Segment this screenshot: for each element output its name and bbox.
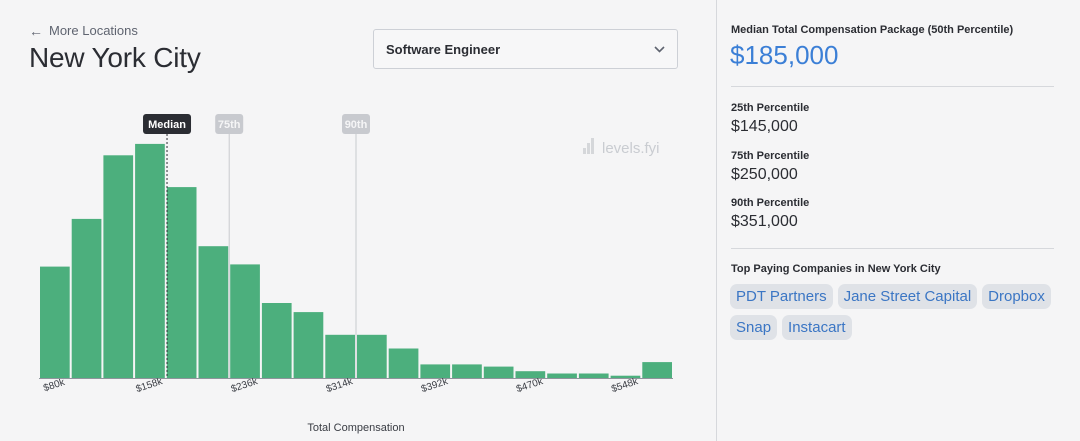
percentile-75-value: $250,000	[731, 166, 798, 183]
median-label: Median Total Compensation Package (50th …	[731, 24, 1014, 36]
histogram-bar	[452, 364, 482, 378]
percentile-25-value: $145,000	[731, 118, 798, 135]
marker-label: 90th	[345, 119, 368, 131]
histogram-bar	[388, 348, 419, 378]
marker-label: Median	[148, 119, 186, 131]
histogram-bar	[135, 143, 165, 378]
histogram-bar	[103, 155, 134, 378]
page-title: New York City	[29, 42, 201, 73]
median-value: $185,000	[730, 40, 839, 70]
histogram-bar	[483, 366, 514, 378]
percentile-90-value: $351,000	[731, 213, 798, 230]
histogram-svg: levels.fyi Median 75th 90th $80k $158k $236k…	[39, 114, 673, 434]
histogram-bar	[198, 246, 229, 378]
x-tick-label: $80k	[42, 377, 67, 394]
histogram-bar	[642, 362, 672, 378]
histogram-bar	[610, 375, 641, 378]
role-select[interactable]: Software Engineer	[373, 29, 678, 69]
histogram-bar	[261, 303, 292, 378]
histogram-bar	[40, 266, 70, 378]
company-chip-instacart[interactable]: Instacart	[782, 315, 852, 340]
histogram-bar	[515, 371, 546, 378]
company-chip-snap[interactable]: Snap	[730, 315, 778, 340]
x-axis-label: Total Compensation	[307, 422, 404, 434]
histogram-bar	[230, 264, 260, 378]
compensation-histogram: levels.fyi Median 75th 90th $80k $158k $236k…	[39, 114, 673, 434]
marker-label-box	[143, 114, 192, 134]
histogram-bar	[578, 373, 609, 378]
histogram-bar	[293, 312, 324, 378]
company-chip-pdt-partners[interactable]: PDT Partners	[730, 284, 833, 309]
levels-fyi-watermark: levels.fyi	[583, 138, 660, 157]
marker-label-box	[342, 114, 370, 134]
role-select-value: Software Engineer	[386, 41, 501, 57]
histogram-bar	[71, 218, 102, 378]
histogram-bar	[166, 187, 197, 378]
divider	[731, 86, 1054, 87]
marker-label-box	[215, 114, 244, 134]
more-locations-label: More Locations	[49, 23, 138, 38]
histogram-bar	[357, 334, 387, 378]
histogram-bar	[547, 373, 577, 378]
percentile-90-label: 90th Percentile	[731, 197, 810, 209]
arrow-left-icon: ←	[29, 22, 43, 39]
percentile-25-label: 25th Percentile	[731, 102, 810, 114]
histogram-bar	[420, 364, 451, 378]
top-companies-label: Top Paying Companies in New York City	[731, 263, 941, 275]
percentile-75-label: 75th Percentile	[731, 150, 810, 162]
company-chip-jane-street-capital[interactable]: Jane Street Capital	[837, 284, 978, 309]
percentile-marker-median: Median	[143, 114, 192, 378]
divider	[731, 248, 1054, 249]
top-companies-list: PDT Partners Jane Street Capital Dropbox…	[730, 284, 1060, 340]
percentile-marker-75th: 75th	[215, 114, 244, 378]
company-chip-dropbox[interactable]: Dropbox	[982, 284, 1051, 309]
chevron-down-icon	[653, 43, 665, 55]
percentile-marker-90th: 90th	[342, 114, 370, 378]
marker-label: 75th	[218, 119, 241, 131]
more-locations-link[interactable]: ← More Locations	[29, 23, 138, 38]
levels-fyi-logo-icon	[583, 138, 594, 154]
summary-panel: Median Total Compensation Package (50th …	[716, 0, 1080, 441]
watermark-text: levels.fyi	[602, 140, 660, 157]
histogram-bar	[325, 334, 355, 378]
